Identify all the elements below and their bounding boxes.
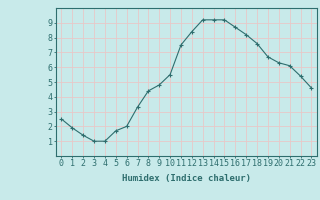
X-axis label: Humidex (Indice chaleur): Humidex (Indice chaleur)	[122, 174, 251, 183]
